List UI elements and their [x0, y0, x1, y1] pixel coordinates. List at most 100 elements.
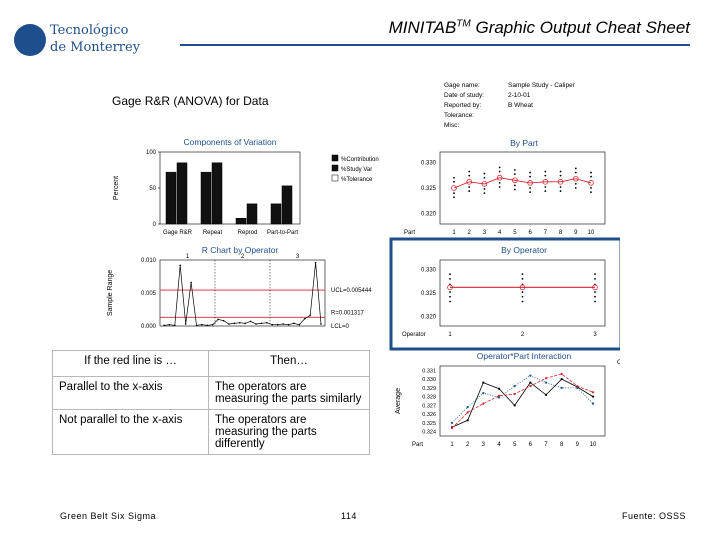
figure-main-title: Gage R&R (ANOVA) for Data [112, 94, 269, 108]
x-axis-label: Part [412, 442, 423, 448]
interaction-point [466, 411, 469, 414]
info-value: 2-10-01 [508, 92, 531, 99]
bar [246, 203, 258, 225]
range-point [168, 323, 171, 326]
data-point [594, 295, 596, 298]
table-cell: Not parallel to the x-axis [52, 409, 209, 455]
interaction-point [560, 378, 563, 381]
bar [281, 185, 293, 225]
table-header-conclusion: Then… [208, 350, 370, 377]
logo-emblem-icon [14, 24, 46, 56]
interaction-point [482, 381, 485, 384]
y-tick-label: 0.000 [141, 324, 157, 330]
table-cell: The operators are measuring the parts di… [208, 409, 370, 455]
table-row: Not parallel to the x-axis The operators… [52, 409, 370, 455]
interaction-point [450, 421, 454, 424]
info-label: Gage name: [444, 82, 480, 89]
title-sup: TM [456, 18, 471, 30]
logo-text: Tecnológico de Monterrey [50, 22, 140, 56]
gage-rr-figure: Gage R&R (ANOVA) for Data Gage name: Sampl… [107, 82, 620, 448]
x-tick-label: 4 [498, 230, 502, 236]
data-point [483, 172, 486, 175]
interaction-point [560, 386, 563, 389]
data-point [453, 196, 455, 199]
data-point [521, 277, 524, 280]
footer-course: Green Belt Six Sigma [60, 511, 157, 521]
x-tick-label: 5 [513, 442, 517, 448]
y-tick-label: 0.330 [421, 267, 437, 273]
x-tick-label: 6 [528, 230, 532, 236]
range-point [195, 324, 198, 327]
range-point [179, 264, 182, 267]
data-point [498, 170, 501, 173]
y-axis-label: Sample Range [107, 270, 114, 316]
x-tick-label: 1 [448, 332, 452, 338]
range-point [206, 324, 209, 327]
data-point [468, 190, 471, 192]
data-point [449, 273, 451, 276]
interaction-point [529, 385, 532, 388]
bar [270, 203, 282, 225]
data-point [594, 273, 596, 276]
data-point [590, 171, 592, 174]
data-point [544, 170, 547, 173]
plot-frame [439, 259, 606, 327]
range-point [249, 320, 252, 323]
x-tick-label: 2 [466, 442, 470, 448]
x-tick-label: 1 [450, 442, 454, 448]
legend-label: %Contribution [341, 157, 379, 163]
table-header-condition: If the red line is … [52, 350, 209, 377]
data-point [483, 188, 486, 190]
y-tick-label: 0.329 [422, 386, 436, 392]
interaction-point [466, 406, 469, 409]
interaction-point [513, 404, 516, 407]
data-point [590, 187, 592, 189]
range-point [276, 323, 279, 326]
data-point [483, 176, 486, 179]
chart-title: By Operator [501, 245, 547, 255]
data-point [453, 176, 455, 179]
data-point [483, 192, 486, 195]
interaction-point [513, 385, 516, 388]
range-point [244, 322, 247, 325]
interaction-point [591, 391, 595, 394]
data-point [544, 186, 547, 188]
data-point [574, 171, 577, 174]
range-point [211, 323, 214, 326]
interaction-point [576, 385, 579, 388]
data-point [594, 277, 596, 280]
interaction-line [451, 375, 594, 424]
data-point [468, 170, 471, 173]
range-point [174, 324, 176, 327]
data-point [574, 167, 577, 170]
data-point [521, 295, 524, 298]
x-tick-label: 8 [559, 230, 563, 236]
mean-marker [451, 185, 457, 191]
plot-frame [159, 259, 326, 327]
data-point [498, 186, 501, 188]
category-label: Gage R&R [163, 230, 193, 236]
range-point [282, 323, 284, 325]
legend-swatch [331, 174, 339, 182]
interaction-point [529, 381, 532, 384]
chart-title: By Part [510, 138, 539, 148]
category-label: Repeat [203, 230, 223, 236]
title-divider [180, 44, 690, 46]
data-point [449, 300, 451, 303]
data-point [498, 181, 501, 184]
data-point [544, 190, 547, 192]
y-tick-label: 0.324 [422, 430, 436, 436]
range-point [163, 324, 165, 327]
category-label: Part-to-Part [267, 230, 298, 236]
y-tick-label: 0.325 [421, 186, 437, 192]
interaction-point [544, 377, 548, 380]
plot-frame [439, 151, 606, 225]
x-tick-label: 9 [576, 442, 580, 448]
highlight-frame [389, 237, 620, 351]
data-point [449, 291, 451, 293]
lcl-label: LCL=0 [331, 324, 350, 330]
x-tick-label: 1 [452, 230, 456, 236]
data-point [559, 186, 562, 188]
data-point [498, 166, 501, 169]
range-point [298, 323, 301, 326]
